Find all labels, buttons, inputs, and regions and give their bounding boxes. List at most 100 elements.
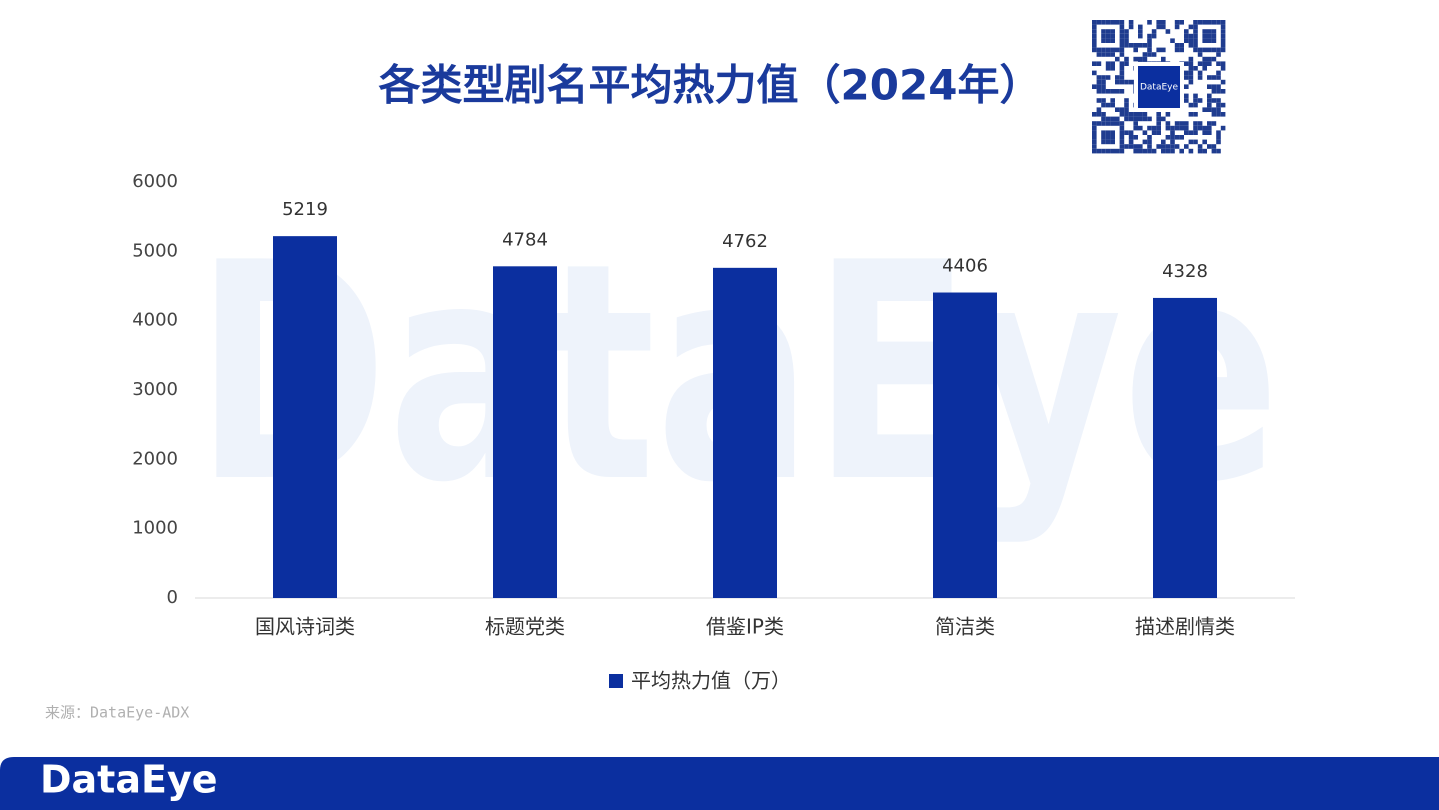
- qr-module: [1128, 130, 1134, 135]
- qr-module: [1119, 75, 1125, 80]
- qr-module: [1211, 38, 1217, 43]
- qr-module: [1110, 61, 1115, 66]
- qr-module: [1193, 121, 1198, 126]
- qr-module: [1216, 102, 1221, 108]
- qr-module: [1133, 56, 1138, 62]
- qr-module: [1105, 135, 1111, 140]
- qr-module: [1202, 38, 1207, 43]
- qr-module: [1128, 116, 1134, 122]
- qr-module: [1211, 29, 1217, 34]
- qr-module: [1110, 89, 1115, 94]
- qr-module: [1151, 33, 1157, 39]
- qr-module: [1142, 52, 1148, 57]
- qr-module: [1147, 135, 1152, 140]
- qr-module: [1119, 29, 1125, 34]
- qr-module: [1105, 139, 1111, 145]
- qr-module: [1119, 38, 1125, 43]
- qr-module: [1124, 29, 1129, 34]
- qr-module: [1216, 112, 1221, 117]
- qr-module: [1096, 52, 1102, 57]
- qr-module: [1119, 20, 1125, 25]
- qr-module: [1110, 20, 1115, 25]
- qr-module: [1184, 75, 1189, 80]
- qr-module: [1211, 56, 1217, 62]
- qr-module: [1184, 144, 1189, 149]
- qr-module: [1202, 66, 1207, 71]
- qr-module: [1197, 148, 1203, 154]
- bar: [933, 292, 997, 598]
- qr-module: [1207, 125, 1212, 131]
- qr-module: [1188, 56, 1194, 62]
- qr-module: [1193, 43, 1198, 48]
- qr-module: [1119, 130, 1125, 135]
- qr-module: [1174, 144, 1180, 149]
- footer-band: [0, 757, 1439, 810]
- qr-module: [1096, 20, 1102, 25]
- qr-module: [1161, 20, 1166, 25]
- y-tick-label: 0: [167, 587, 178, 608]
- qr-module: [1124, 33, 1129, 39]
- qr-module: [1156, 116, 1161, 122]
- qr-module: [1119, 61, 1125, 66]
- qr-module: [1138, 125, 1143, 131]
- data-label: 4328: [1162, 261, 1208, 282]
- qr-module: [1193, 47, 1198, 53]
- qr-module: [1188, 75, 1194, 80]
- qr-module: [1110, 98, 1115, 103]
- qr-module: [1110, 135, 1115, 140]
- chart-title: 各类型剧名平均热力值（2024年）: [379, 61, 1042, 110]
- qr-module: [1105, 52, 1111, 57]
- qr-module: [1207, 121, 1212, 126]
- qr-module: [1170, 144, 1175, 149]
- qr-module: [1115, 20, 1120, 25]
- qr-module: [1216, 52, 1221, 57]
- qr-module: [1216, 61, 1221, 66]
- qr-module: [1101, 75, 1106, 80]
- qr-module: [1101, 102, 1106, 108]
- qr-module: [1096, 148, 1102, 154]
- qr-module: [1096, 61, 1102, 66]
- qr-module: [1156, 125, 1161, 131]
- qr-module: [1096, 84, 1102, 89]
- qr-module: [1220, 61, 1226, 66]
- qr-module: [1096, 98, 1102, 103]
- qr-module: [1092, 61, 1097, 66]
- qr-module: [1207, 29, 1212, 34]
- qr-module: [1092, 121, 1097, 126]
- qr-module: [1197, 52, 1203, 57]
- qr-module: [1193, 29, 1198, 34]
- qr-module: [1115, 89, 1120, 94]
- qr-module: [1207, 93, 1212, 99]
- qr-module: [1110, 29, 1115, 34]
- qr-module: [1092, 24, 1097, 30]
- qr-module: [1105, 29, 1111, 34]
- qr-module: [1216, 47, 1221, 53]
- qr-module: [1133, 112, 1138, 117]
- qr-module: [1193, 98, 1198, 103]
- qr-module: [1202, 20, 1207, 25]
- qr-module: [1119, 43, 1125, 48]
- qr-module: [1161, 47, 1166, 53]
- qr-module: [1142, 112, 1148, 117]
- qr-code: DataEye: [1092, 20, 1226, 154]
- qr-module: [1188, 112, 1194, 117]
- qr-module: [1101, 38, 1106, 43]
- qr-module: [1133, 116, 1138, 122]
- qr-module: [1119, 66, 1125, 71]
- qr-module: [1156, 112, 1161, 117]
- qr-module: [1179, 125, 1184, 131]
- qr-module: [1179, 121, 1184, 126]
- qr-module: [1138, 56, 1143, 62]
- qr-module: [1138, 144, 1143, 149]
- qr-module: [1138, 33, 1143, 39]
- qr-module: [1110, 121, 1115, 126]
- qr-module: [1105, 47, 1111, 53]
- qr-module: [1197, 75, 1203, 80]
- qr-module: [1101, 135, 1106, 140]
- qr-module: [1161, 116, 1166, 122]
- qr-module: [1211, 107, 1217, 112]
- qr-module: [1105, 33, 1111, 39]
- qr-module: [1184, 84, 1189, 89]
- qr-module: [1096, 47, 1102, 53]
- bar: [713, 267, 777, 598]
